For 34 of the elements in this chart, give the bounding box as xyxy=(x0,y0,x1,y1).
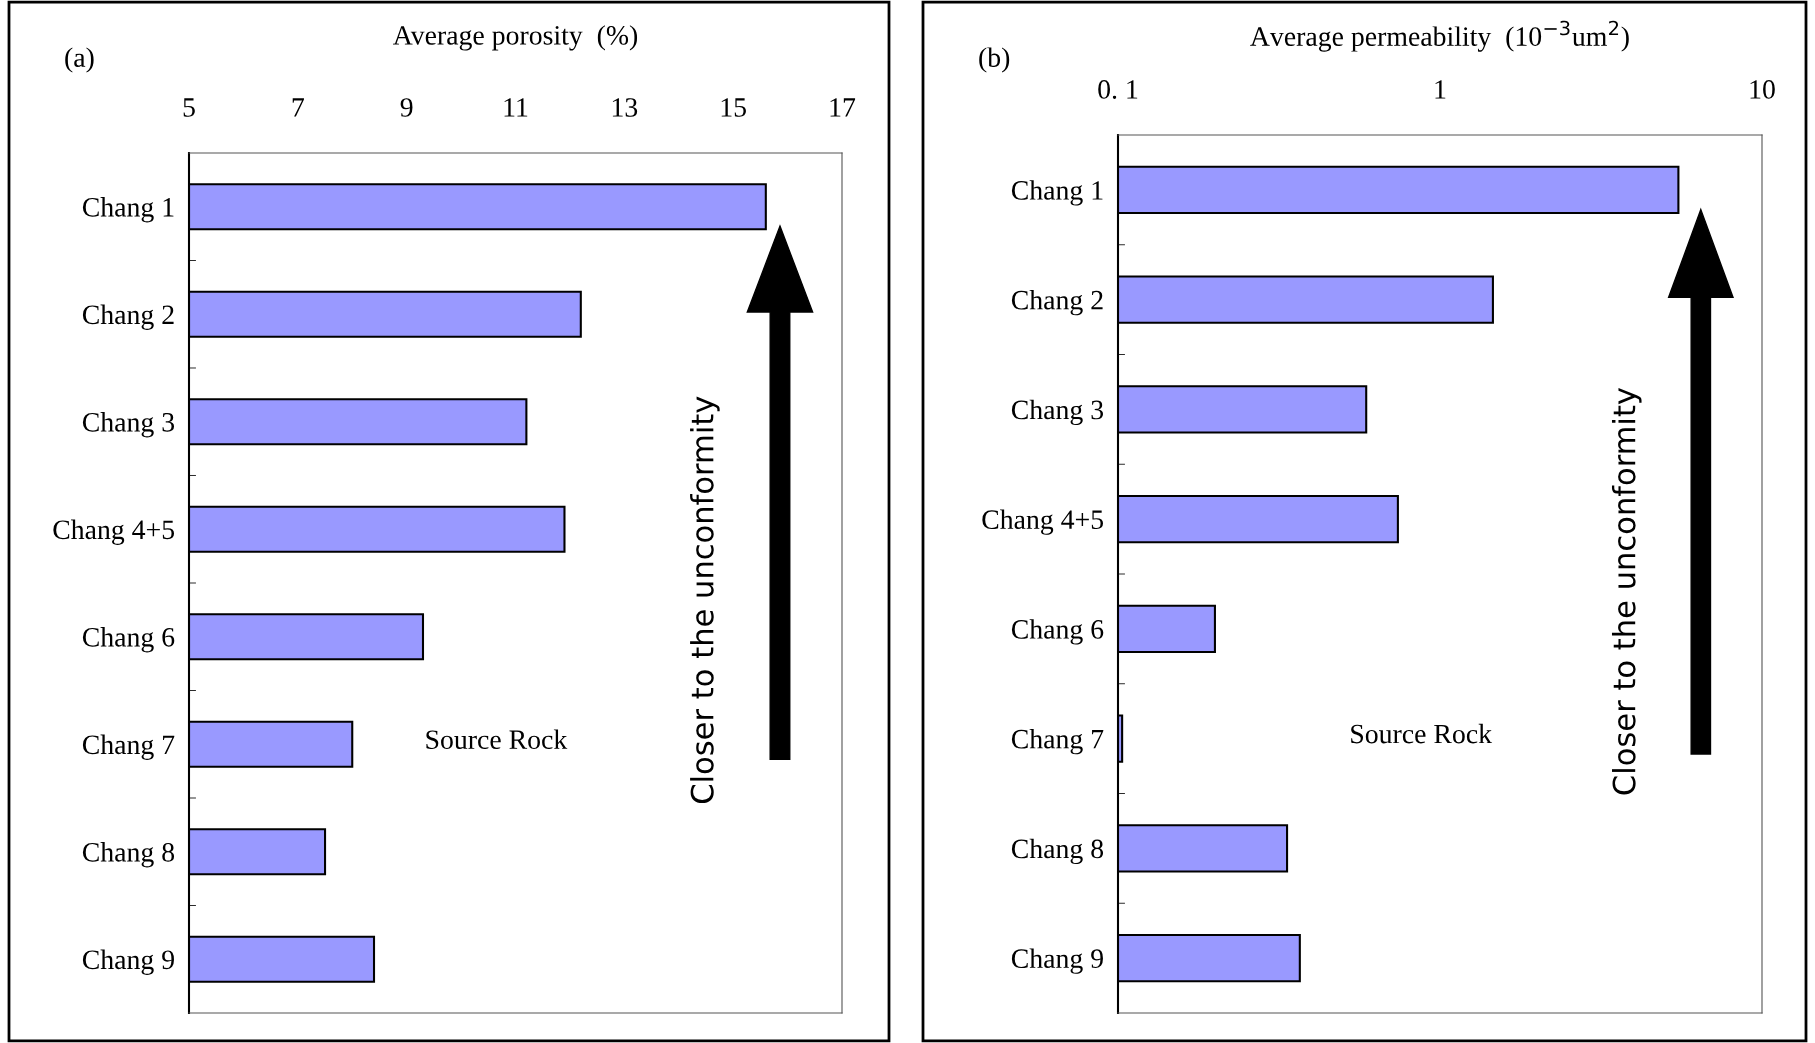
x-tick-label: 5 xyxy=(183,98,195,117)
x-tick-label: 0. 1 xyxy=(1098,80,1138,99)
text: (a) xyxy=(65,47,94,73)
annotation: Source Rock xyxy=(1351,723,1493,744)
x-tick-label: 17 xyxy=(830,98,856,117)
x-tick-label: 7 xyxy=(292,98,304,117)
x-axis-title: Average porosity (%) xyxy=(393,25,638,51)
x-tick-label: 11 xyxy=(504,98,528,117)
text: (b) xyxy=(979,47,1010,73)
y-tick-label: Chang 7 xyxy=(1011,728,1104,755)
x-axis-title: Average permeability (10$^{−3}$um$^{2}$) xyxy=(1250,20,1629,52)
annotation: Source Rock xyxy=(426,729,568,750)
x-tick-label: 15 xyxy=(721,98,746,117)
y-tick-label: Chang 3 xyxy=(1011,399,1104,426)
y-tick-label: Chang 3 xyxy=(82,412,175,438)
y-tick-label: Chang 6 xyxy=(1011,619,1104,645)
y-tick-label: Chang 4+5 xyxy=(53,519,175,545)
y-tick-label: Chang 9 xyxy=(1011,948,1103,974)
x-tick-label: 9 xyxy=(400,98,413,117)
y-tick-label: Chang 7 xyxy=(82,734,175,760)
y-tick-label: Chang 4+5 xyxy=(982,509,1104,535)
annotation: Closer to the unconformity xyxy=(1611,387,1642,795)
annotation: Closer to the unconformity xyxy=(690,396,720,804)
y-tick-label: Chang 1 xyxy=(82,197,174,223)
y-tick-label: Chang 2 xyxy=(82,304,174,330)
y-tick-label: Chang 2 xyxy=(1011,289,1103,316)
y-tick-label: Chang 8 xyxy=(82,842,175,868)
y-tick-label: Chang 6 xyxy=(82,627,175,653)
y-tick-label: Chang 1 xyxy=(1011,180,1103,206)
y-tick-label: Chang 9 xyxy=(82,949,174,975)
y-tick-label: Chang 8 xyxy=(1011,838,1104,865)
x-tick-label: 13 xyxy=(612,98,638,117)
x-tick-label: 10 xyxy=(1750,80,1775,99)
x-tick-label: 1 xyxy=(1435,80,1446,99)
